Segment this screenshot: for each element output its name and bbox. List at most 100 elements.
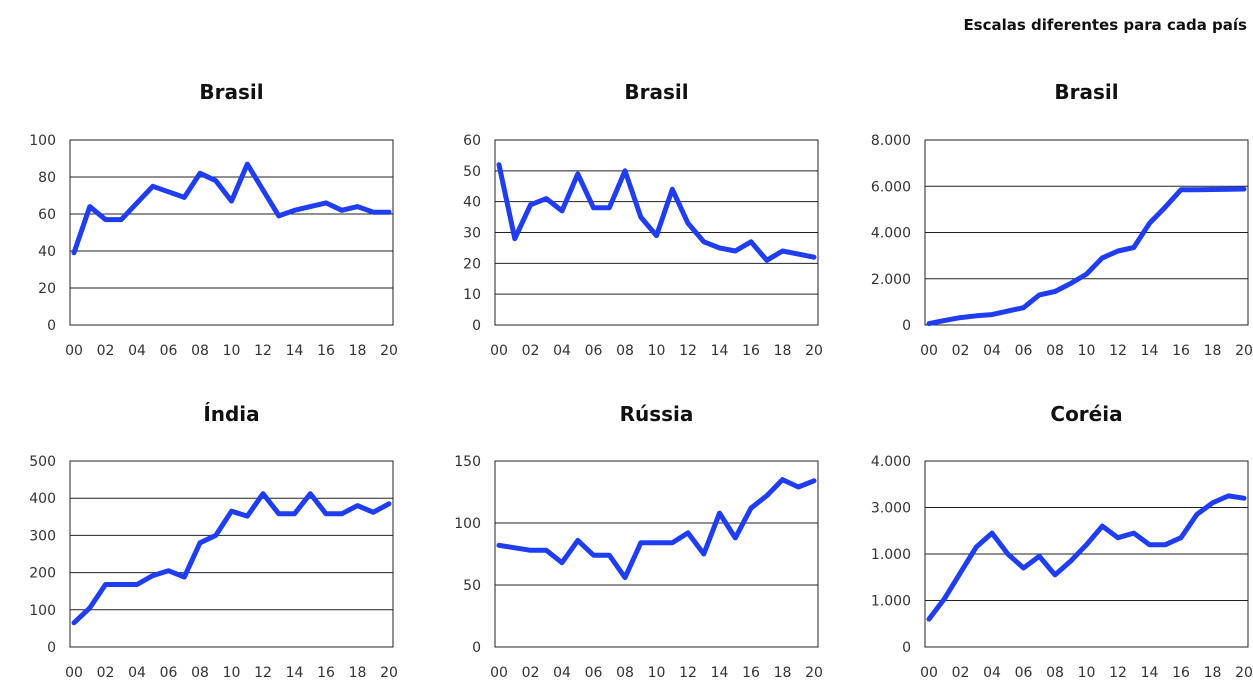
y-tick-label: 100 [454,516,481,532]
x-tick-label: 10 [1078,665,1096,681]
x-tick-label: 20 [805,665,823,681]
plot-frame [494,460,819,648]
y-tick-label: 1.000 [871,594,911,610]
x-tick-label: 04 [553,665,571,681]
x-tick-label: 18 [349,665,367,681]
x-tick-label: 20 [1235,343,1253,359]
y-tick-label: 80 [38,170,56,186]
y-tick-label: 300 [29,528,56,544]
x-tick-label: 14 [1141,343,1159,359]
x-tick-label: 00 [490,343,508,359]
x-tick-label: 08 [616,343,634,359]
x-tick-label: 02 [97,343,115,359]
x-tick-label: 08 [616,665,634,681]
y-tick-label: 60 [463,133,481,149]
y-tick-label: 150 [454,454,481,470]
x-tick-label: 08 [191,665,209,681]
y-tick-label: 10 [463,287,481,303]
y-tick-label: 50 [463,164,481,180]
plot-frame [924,139,1249,326]
series-line [926,186,1247,327]
x-tick-label: 08 [1046,343,1064,359]
x-tick-label: 12 [1109,665,1127,681]
y-tick-label: 100 [29,133,56,149]
y-tick-label: 40 [38,244,56,260]
x-tick-label: 10 [223,343,241,359]
y-tick-label: 0 [902,640,911,656]
y-tick-label: 4.000 [871,226,911,242]
plot-frame [494,139,819,326]
y-tick-label: 0 [472,640,481,656]
x-tick-label: 02 [97,665,115,681]
x-tick-label: 16 [742,665,760,681]
y-tick-label: 6.000 [871,179,911,195]
series-line [496,477,817,581]
series-line [926,493,1247,622]
x-tick-label: 14 [711,343,729,359]
x-tick-label: 20 [380,665,398,681]
x-tick-label: 06 [160,665,178,681]
x-tick-label: 10 [1078,343,1096,359]
x-tick-label: 16 [1172,343,1190,359]
plot-frame [69,139,394,326]
x-tick-label: 04 [553,343,571,359]
x-tick-label: 18 [774,343,792,359]
x-tick-label: 00 [65,665,83,681]
x-tick-label: 00 [920,343,938,359]
x-tick-label: 02 [522,665,540,681]
x-tick-label: 14 [1141,665,1159,681]
x-tick-label: 02 [952,343,970,359]
y-tick-label: 20 [38,281,56,297]
x-tick-label: 18 [774,665,792,681]
y-tick-label: 0 [47,318,56,334]
y-tick-label: 20 [463,256,481,272]
x-tick-label: 16 [742,343,760,359]
x-tick-label: 12 [254,665,272,681]
x-tick-label: 20 [380,343,398,359]
x-tick-label: 20 [1235,665,1253,681]
y-tick-label: 40 [463,195,481,211]
series-line [496,162,817,263]
x-tick-label: 14 [711,665,729,681]
x-tick-label: 04 [983,343,1001,359]
x-tick-label: 12 [1109,343,1127,359]
chart-title: Coréia [1050,402,1123,426]
chart-title: Brasil [199,80,264,104]
x-tick-label: 04 [128,343,146,359]
x-tick-label: 12 [679,343,697,359]
x-tick-label: 04 [128,665,146,681]
x-tick-label: 18 [1204,665,1222,681]
y-tick-label: 30 [463,226,481,242]
x-tick-label: 10 [223,665,241,681]
x-tick-label: 06 [585,343,603,359]
chart-title: Índia [203,402,260,426]
x-tick-label: 10 [648,343,666,359]
y-tick-label: 50 [463,578,481,594]
y-tick-label: 200 [29,566,56,582]
x-tick-label: 14 [286,343,304,359]
x-tick-label: 10 [648,665,666,681]
x-tick-label: 02 [952,665,970,681]
x-tick-label: 14 [286,665,304,681]
y-tick-label: 4.000 [871,454,911,470]
scale-note: Escalas diferentes para cada país [963,16,1247,34]
y-tick-label: 400 [29,491,56,507]
y-tick-label: 1.000 [871,547,911,563]
y-tick-label: 3.000 [871,501,911,517]
x-tick-label: 00 [490,665,508,681]
x-tick-label: 20 [805,343,823,359]
x-tick-label: 02 [522,343,540,359]
x-tick-label: 18 [1204,343,1222,359]
y-tick-label: 0 [902,318,911,334]
x-tick-label: 06 [585,665,603,681]
x-tick-label: 04 [983,665,1001,681]
y-tick-label: 60 [38,207,56,223]
x-tick-label: 12 [254,343,272,359]
x-tick-label: 18 [349,343,367,359]
x-tick-label: 16 [317,343,335,359]
y-tick-label: 0 [472,318,481,334]
x-tick-label: 00 [920,665,938,681]
chart-title: Rússia [619,402,694,426]
y-tick-label: 0 [47,640,56,656]
x-tick-label: 00 [65,343,83,359]
